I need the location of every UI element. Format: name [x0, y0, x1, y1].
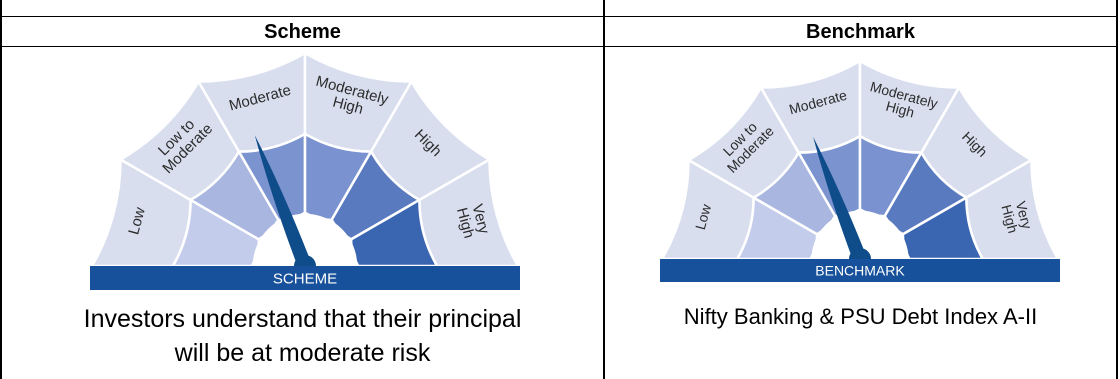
meter-hub [811, 210, 909, 259]
meter-band [660, 259, 1060, 282]
table-left-border [0, 0, 2, 379]
scheme-risk-caption: Investors understand that their principa… [2, 302, 603, 370]
meter-band [90, 266, 520, 290]
table-top-border [0, 16, 1118, 17]
risk-level-label: VeryHigh [998, 199, 1035, 235]
risk-level-label: Low [692, 202, 714, 232]
benchmark-name-caption: Nifty Banking & PSU Debt Index A-II [605, 300, 1116, 334]
risk-needle [813, 136, 867, 262]
meter-hub [252, 213, 358, 266]
risk-needle [254, 135, 312, 269]
header-bottom-border [0, 46, 1118, 47]
column-header-scheme: Scheme [264, 21, 341, 43]
column-header-benchmark: Benchmark [806, 21, 915, 43]
caption-line: will be at moderate risk [174, 339, 431, 367]
table-middle-border [603, 0, 605, 379]
risk-level-label: VeryHigh [453, 202, 493, 240]
caption-line: Nifty Banking & PSU Debt Index A-II [683, 304, 1038, 329]
table-right-border [1116, 0, 1118, 379]
risk-level-label: Low [125, 205, 149, 236]
meter-band-label: SCHEME [273, 270, 337, 287]
caption-line: Investors understand that their principa… [83, 305, 522, 333]
meter-band-label: BENCHMARK [815, 263, 905, 279]
